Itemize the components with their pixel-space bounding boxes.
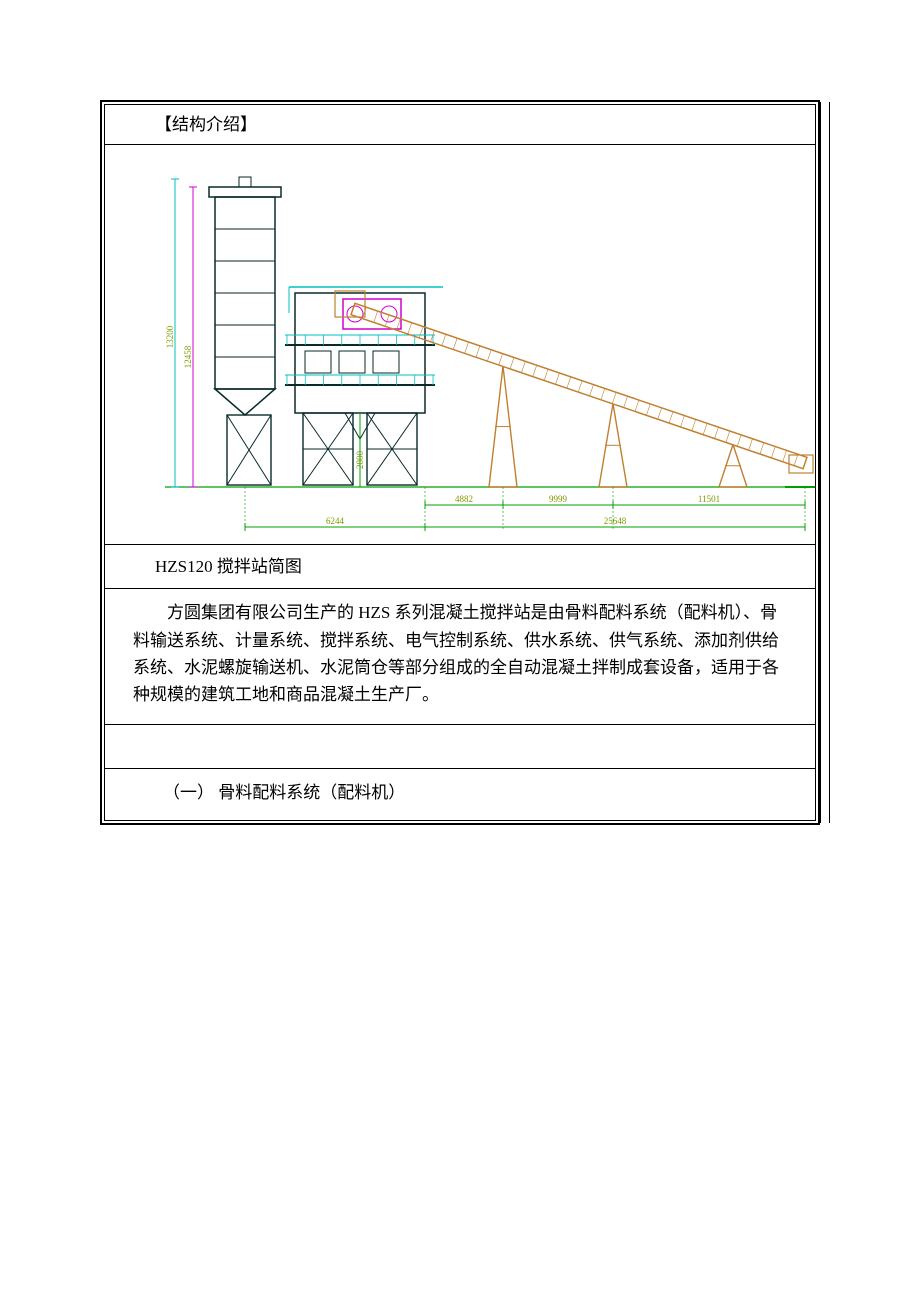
diagram-cell: 13200 12458 2800 4882 9999 11501 6244 25648	[105, 145, 815, 545]
mixing-station-diagram: 13200 12458 2800 4882 9999 11501 6244 25648	[105, 175, 815, 545]
svg-text:9999: 9999	[549, 494, 568, 504]
diagram-caption: HZS120 搅拌站简图	[105, 545, 815, 589]
svg-text:12458: 12458	[183, 345, 193, 368]
body-paragraph: 方圆集团有限公司生产的 HZS 系列混凝土搅拌站是由骨料配料系统（配料机）、骨料…	[133, 599, 781, 708]
svg-text:25648: 25648	[604, 516, 627, 526]
spacer-row	[105, 725, 815, 769]
heading-structure-intro: 【结构介绍】	[105, 105, 815, 145]
svg-text:11501: 11501	[698, 494, 720, 504]
document-inner-frame: 【结构介绍】 13200 12458 2800 4882 9999 11501 6244 25…	[104, 104, 816, 821]
right-margin-bar	[820, 102, 830, 823]
svg-text:13200: 13200	[165, 325, 175, 348]
svg-text:6244: 6244	[326, 516, 345, 526]
svg-text:2800: 2800	[355, 451, 365, 470]
caption-text: HZS120 搅拌站简图	[155, 557, 302, 576]
document-outer-frame: 【结构介绍】 13200 12458 2800 4882 9999 11501 6244 25…	[100, 100, 820, 825]
subsection-text: （一） 骨料配料系统（配料机）	[163, 783, 405, 802]
heading-text: 【结构介绍】	[155, 115, 257, 134]
subsection-heading: （一） 骨料配料系统（配料机）	[105, 769, 815, 820]
body-paragraph-cell: 方圆集团有限公司生产的 HZS 系列混凝土搅拌站是由骨料配料系统（配料机）、骨料…	[105, 589, 815, 725]
svg-text:4882: 4882	[455, 494, 473, 504]
